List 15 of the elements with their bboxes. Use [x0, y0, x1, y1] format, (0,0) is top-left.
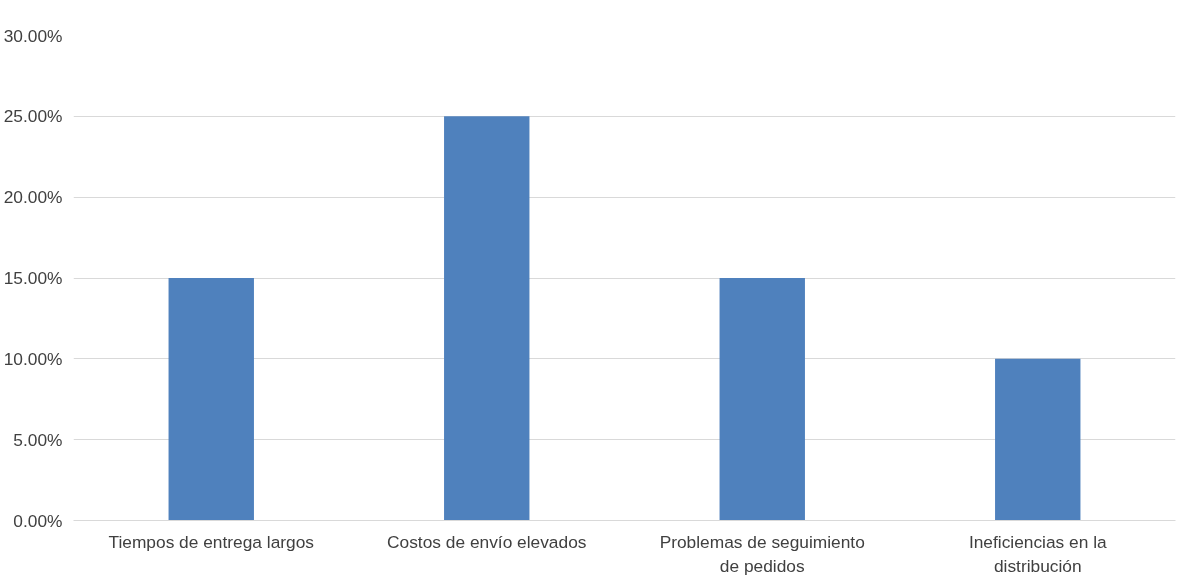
y-tick-label: 5.00% — [13, 429, 63, 450]
x-tick-label: Ineficiencias en la distribución — [968, 531, 1107, 576]
y-tick-label: 25.00% — [3, 106, 63, 127]
x-tick-label: Problemas de seguimiento de pedidos — [659, 531, 865, 576]
y-tick-label: 0.00% — [13, 510, 63, 531]
y-tick-label: 10.00% — [3, 348, 63, 369]
x-tick-label: Tiempos de entrega largos — [108, 531, 315, 552]
x-tick-label: Costos de envío elevados — [387, 531, 587, 552]
y-tick-label: 30.00% — [3, 25, 63, 46]
bar — [168, 278, 254, 521]
y-tick-label: 15.00% — [3, 268, 63, 288]
bar — [719, 278, 805, 521]
bar — [444, 116, 530, 521]
bar — [995, 358, 1081, 521]
y-tick-label: 20.00% — [3, 187, 63, 208]
